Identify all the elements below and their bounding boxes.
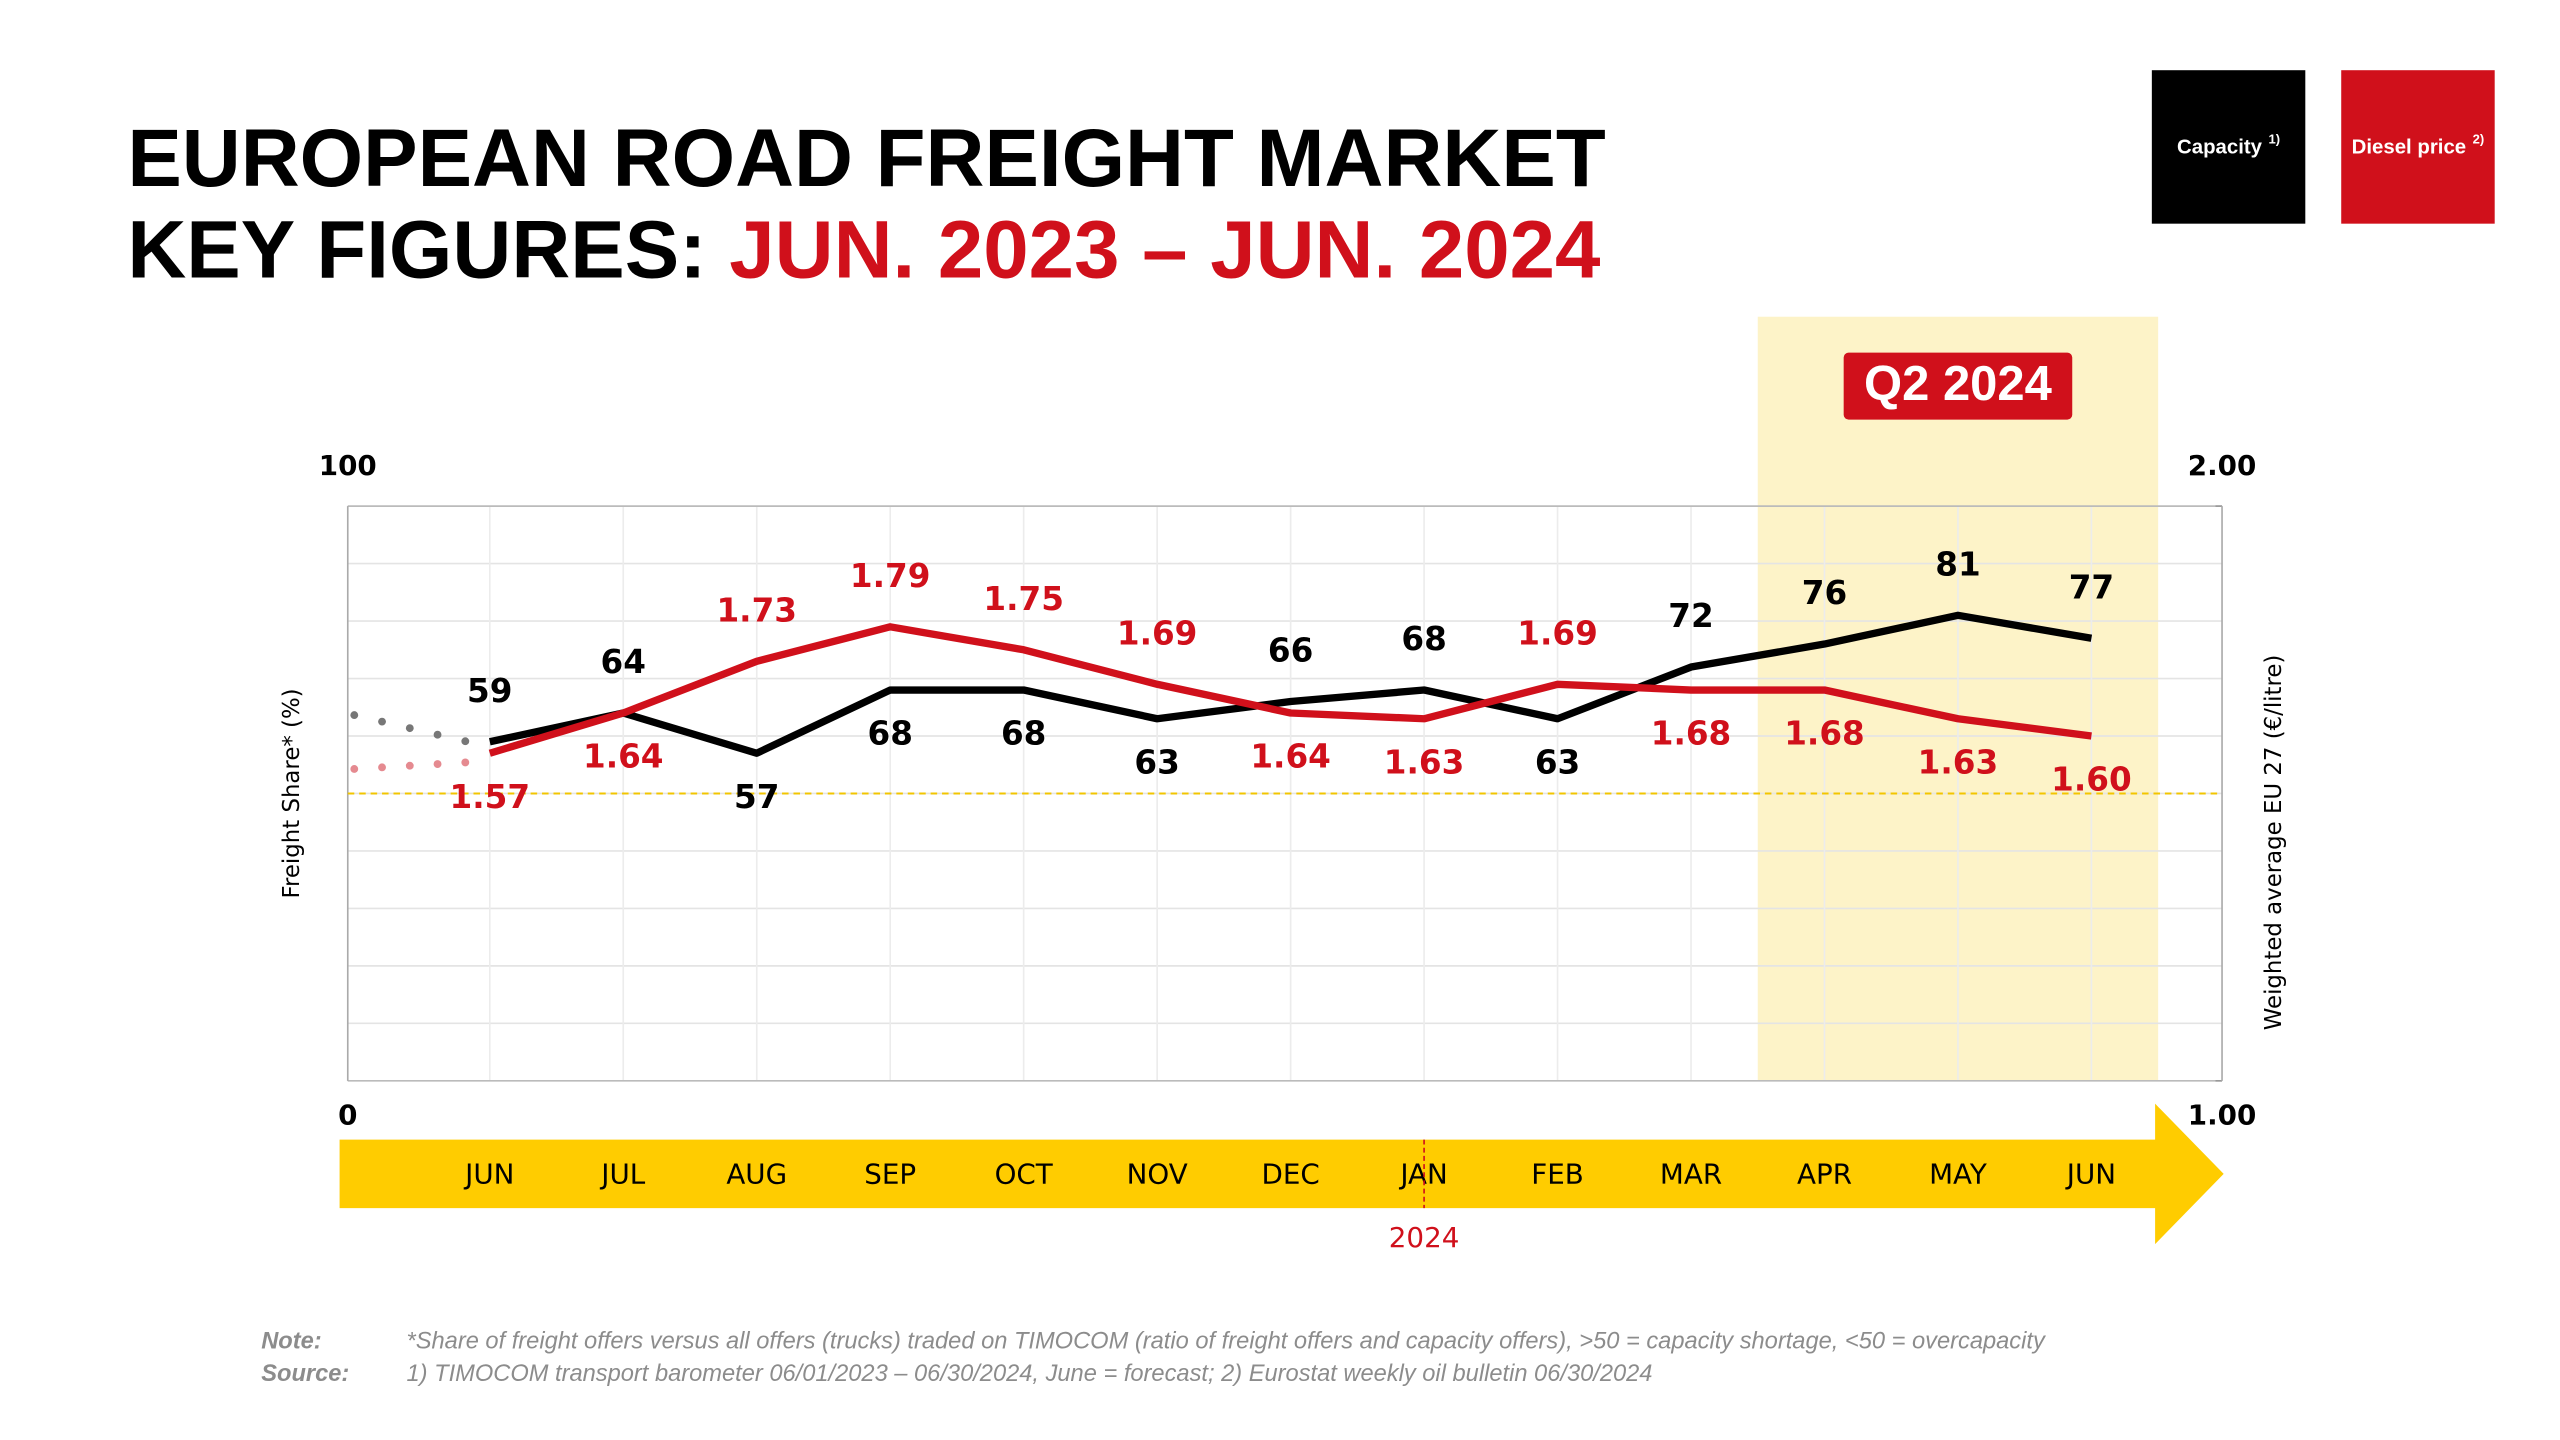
data-label: 1.68 — [1651, 715, 1732, 753]
title-line2: KEY FIGURES: JUN. 2023 – JUN. 2024 — [127, 205, 1600, 296]
x-tick-label: JUN — [2065, 1158, 2116, 1191]
x-tick-label: SEP — [864, 1158, 916, 1191]
y2-tick-label: 2.00 — [2188, 449, 2256, 482]
lead-in-dot — [405, 761, 414, 770]
legend-name: Capacity — [2177, 137, 2263, 159]
data-label: 1.69 — [1117, 614, 1198, 652]
x-tick-label: MAY — [1929, 1158, 1987, 1191]
x-tick-label: MAR — [1660, 1158, 1722, 1191]
legend-note: 2) — [2473, 132, 2485, 147]
note-text: *Share of freight offers versus all offe… — [407, 1329, 2047, 1355]
data-label: 77 — [2069, 568, 2114, 606]
legend-entry: Diesel price 2) — [2352, 132, 2485, 159]
x-tick-label: APR — [1797, 1158, 1852, 1191]
plot: Q2 2024 0 100 1.00 2.00 Freight Share* (%) Wei… — [279, 316, 2287, 1254]
lead-in-dot — [350, 765, 359, 773]
legend-entry: Capacity 1) — [2177, 132, 2280, 159]
data-label: 76 — [1802, 574, 1847, 612]
title-highlight: JUN. 2023 – JUN. 2024 — [729, 205, 1600, 296]
data-label: 1.73 — [716, 591, 797, 629]
x-tick-label: NOV — [1127, 1158, 1188, 1191]
x-tick-label: AUG — [726, 1158, 787, 1191]
lead-in-dot — [378, 763, 386, 772]
data-label: 64 — [601, 643, 646, 681]
legend-name: Diesel price — [2352, 137, 2466, 159]
y-tick-label: 100 — [319, 449, 377, 482]
lead-in-dot — [433, 760, 442, 768]
legend-swatch — [2151, 70, 2306, 224]
highlight-badge — [1843, 352, 2073, 420]
lead-in-dot — [405, 724, 414, 733]
lead-in-dot — [461, 737, 470, 746]
legend: Capacity 1) Diesel price 2) — [2151, 70, 2495, 224]
lead-in-dot — [433, 730, 442, 739]
data-label: 63 — [1134, 743, 1179, 781]
title-line1: EUROPEAN ROAD FREIGHT MARKET — [127, 113, 1605, 204]
data-label: 68 — [1001, 715, 1046, 753]
data-label: 68 — [1401, 620, 1446, 658]
series-line — [488, 623, 2092, 757]
x-tick-label: OCT — [995, 1158, 1054, 1191]
data-label: 1.68 — [1784, 715, 1865, 753]
data-label: 68 — [867, 715, 912, 753]
lead-in-dot — [461, 758, 470, 767]
x-tick-label: JUL — [599, 1158, 645, 1191]
data-label: 1.69 — [1517, 614, 1598, 652]
data-label: 57 — [734, 778, 779, 816]
data-label: 1.79 — [850, 557, 931, 595]
lead-in-dot — [350, 711, 359, 720]
data-label: 1.60 — [2051, 761, 2132, 799]
legend-note: 1) — [2269, 132, 2281, 147]
x-tick-label: JAN — [1398, 1158, 1447, 1191]
data-label: 63 — [1535, 743, 1580, 781]
data-label: 1.63 — [1384, 743, 1465, 781]
source-text: 1) TIMOCOM transport barometer 06/01/202… — [407, 1361, 1653, 1387]
data-label: 1.64 — [583, 738, 664, 776]
lead-in-dot — [378, 717, 386, 726]
data-label: 72 — [1668, 597, 1713, 635]
data-label: 1.64 — [1250, 738, 1331, 776]
series-line — [489, 611, 2093, 757]
y2-tick-label: 1.00 — [2188, 1099, 2256, 1132]
time-arrow — [339, 1103, 2224, 1245]
data-label: 66 — [1268, 632, 1313, 670]
data-label: 1.63 — [1918, 743, 1999, 781]
data-label: 81 — [1935, 545, 1980, 583]
title-prefix: KEY FIGURES: — [127, 205, 706, 296]
highlight-label: Q2 2024 — [1864, 357, 2052, 411]
data-label: 1.75 — [983, 580, 1064, 618]
y-axis-title: Freight Share* (%) — [279, 688, 305, 898]
x-tick-label: FEB — [1531, 1158, 1584, 1191]
y-tick-label: 0 — [338, 1099, 357, 1132]
legend-swatch — [2341, 70, 2495, 224]
y2-axis-title: Weighted average EU 27 (€/litre) — [2261, 655, 2287, 1031]
year-label: 2024 — [1389, 1221, 1460, 1254]
source-label: Source: — [261, 1361, 349, 1387]
data-label: 59 — [467, 672, 512, 710]
x-tick-label: DEC — [1261, 1158, 1319, 1191]
x-tick-label: JUN — [463, 1158, 514, 1191]
note-label: Note: — [261, 1329, 321, 1355]
data-label: 1.57 — [450, 778, 531, 816]
